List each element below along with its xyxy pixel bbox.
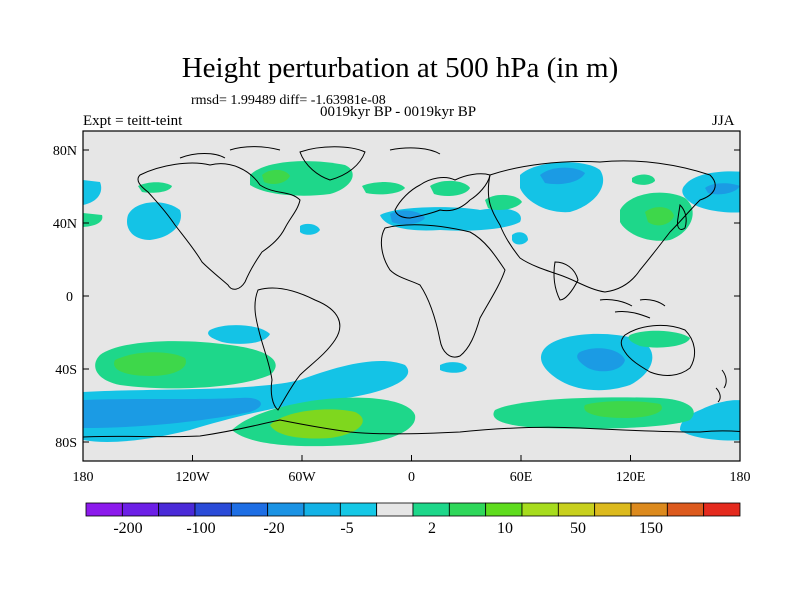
lon-label-60w: 60W	[288, 470, 316, 485]
colorbar-swatch	[448, 502, 487, 517]
lon-label-60e: 60E	[510, 470, 533, 485]
colorbar-label: -5	[340, 520, 353, 537]
period-label: 0019kyr BP - 0019kyr BP	[320, 104, 477, 120]
contour-green-west-asia	[485, 194, 522, 210]
colorbar-swatch	[594, 502, 632, 517]
contour-blue-south-core	[83, 397, 261, 428]
colorbar-swatch	[557, 502, 596, 517]
colorbar-swatch	[85, 502, 123, 517]
colorbar-swatch	[158, 502, 196, 517]
colorbar-swatch	[339, 502, 378, 517]
contour-green-arctic-west	[138, 182, 172, 193]
contour-blue-east-pacific	[208, 325, 270, 344]
contour-fields	[83, 161, 740, 447]
colorbar-labels: -200 -100 -20 -5 2 10 50 150	[113, 520, 663, 537]
coastline-asia	[487, 160, 716, 293]
coastline-india	[553, 261, 579, 301]
colorbar-label: 2	[428, 520, 436, 537]
lon-label-120e: 120E	[616, 470, 646, 485]
lon-label-120w: 120W	[175, 470, 210, 485]
colorbar-label: -100	[186, 520, 215, 537]
lat-label-80s: 80S	[55, 436, 77, 451]
contour-green-north-atlantic	[362, 182, 405, 195]
colorbar-swatch	[412, 502, 450, 517]
contour-blue-atlantic-small	[300, 223, 320, 235]
lat-label-40n: 40N	[53, 217, 77, 232]
colorbar-swatch	[521, 502, 559, 517]
contour-green-australia	[628, 330, 690, 348]
experiment-label: Expt = teitt-teint	[83, 113, 183, 129]
coastline-japan	[677, 203, 687, 231]
lat-label-40s: 40S	[55, 363, 77, 378]
colorbar-swatch	[485, 502, 523, 517]
lon-label-180w: 180	[73, 470, 94, 485]
contour-green-north-asia	[632, 174, 655, 185]
lat-axis: 80N 40N 0 40S 80S	[53, 144, 740, 451]
contour-yellowgreen-canada	[262, 169, 290, 184]
coastline-europe	[394, 173, 491, 219]
lat-label-eq: 0	[66, 290, 73, 305]
lon-axis: 180 120W 60W 0 60E 120E 180	[73, 455, 751, 485]
colorbar-swatch	[230, 502, 269, 517]
season-label: JJA	[712, 113, 735, 129]
contour-green-scandinavia	[430, 180, 470, 196]
lon-label-0: 0	[408, 470, 415, 485]
lat-label-80n: 80N	[53, 144, 77, 159]
colorbar	[85, 502, 741, 517]
contour-blue-north-pacific	[126, 202, 181, 240]
contour-blue-arabia	[512, 232, 528, 245]
colorbar-swatch	[303, 502, 341, 517]
contour-yellowgreen-east-asia	[645, 207, 674, 226]
colorbar-label: -20	[263, 520, 284, 537]
contour-blue-dateline-west	[83, 180, 102, 205]
stats-text: rmsd= 1.99489 diff= -1.63981e-08	[191, 93, 386, 108]
coastline-antarctica	[83, 419, 740, 438]
contour-yellowgreen-south-indian	[584, 401, 662, 418]
colorbar-swatch	[703, 502, 741, 517]
colorbar-swatch	[194, 502, 232, 517]
contour-blue-south-africa	[440, 362, 467, 373]
contour-green-canada	[250, 161, 353, 196]
coastline-greenland	[299, 146, 366, 181]
coastline-new-zealand	[715, 369, 727, 403]
colorbar-swatch	[666, 502, 705, 517]
coastline-arctic-islands	[179, 146, 441, 159]
contour-midblue-indian	[577, 348, 625, 372]
coastlines	[83, 146, 740, 438]
contour-green-south-pacific	[95, 341, 276, 389]
contour-midblue-central-asia	[540, 167, 585, 185]
colorbar-label: 10	[497, 520, 513, 537]
coastline-south-america	[254, 287, 341, 411]
colorbar-label: 150	[639, 520, 663, 537]
coastline-africa	[380, 224, 506, 358]
colorbar-swatch	[630, 502, 668, 517]
map-title: Height perturbation at 500 hPa (in m)	[181, 52, 619, 84]
colorbar-swatch	[376, 502, 414, 517]
colorbar-label: -200	[113, 520, 142, 537]
contour-yellowgreen-south-atlantic	[270, 409, 363, 439]
contour-blue-south-east	[680, 400, 740, 441]
colorbar-swatch	[121, 502, 160, 517]
colorbar-swatch	[267, 502, 305, 517]
coastline-australia	[620, 325, 696, 376]
contour-yellowgreen-south-pacific	[114, 352, 186, 376]
coastline-indonesia	[599, 299, 666, 319]
colorbar-label: 50	[570, 520, 586, 537]
coastline-north-america	[137, 162, 301, 290]
lon-label-180e: 180	[730, 470, 751, 485]
